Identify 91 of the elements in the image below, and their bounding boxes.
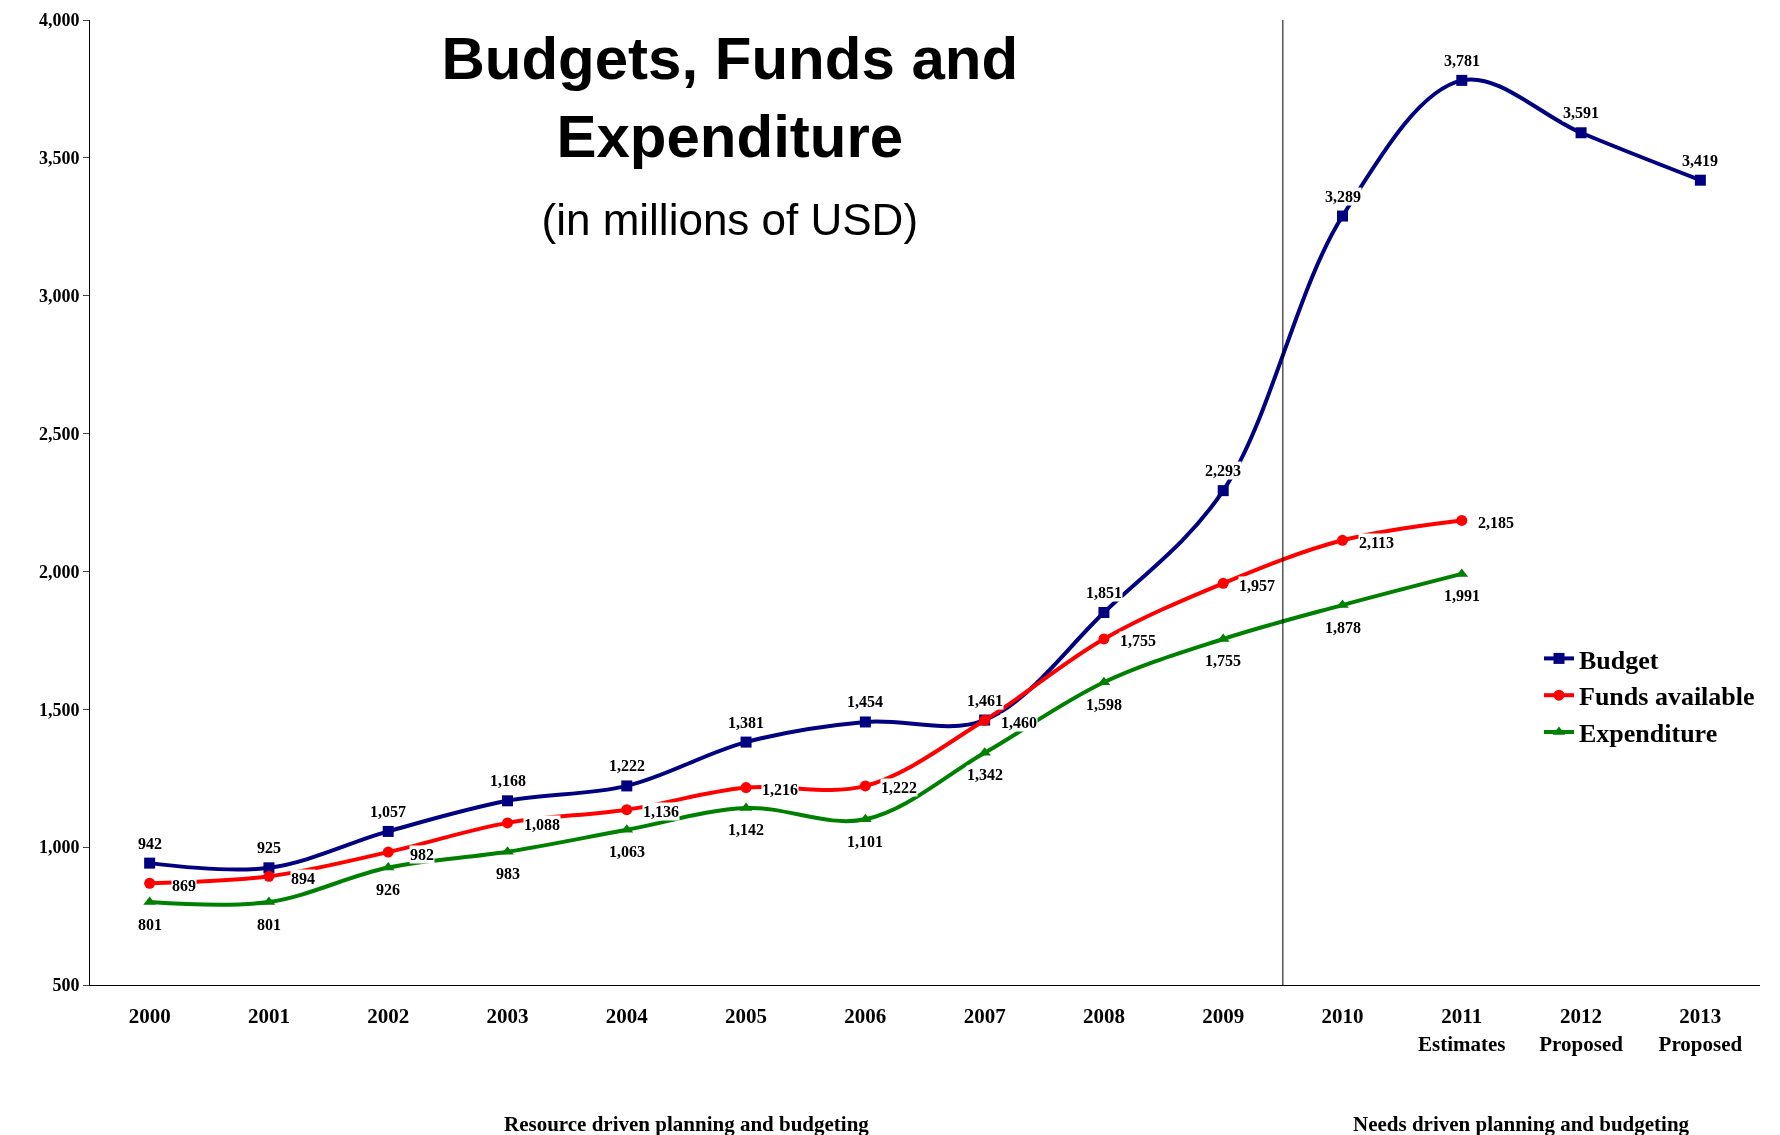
text: Needs driven planning and budgeting (1353, 1112, 1690, 1135)
x-tick-label: 2008 (1082, 1004, 1125, 1029)
point (1456, 74, 1468, 86)
data-label: 869 (172, 877, 196, 894)
data-label: 1,088 (524, 816, 560, 833)
point (1098, 633, 1110, 645)
point (740, 736, 752, 748)
x-tick-label: 2007 (963, 1004, 1006, 1029)
data-label: 1,222 (881, 779, 917, 796)
y-tick-label: 1,500 (38, 699, 80, 720)
point (1575, 127, 1587, 139)
data-label: 1,851 (1086, 584, 1122, 601)
data-label: 1,957 (1239, 577, 1275, 594)
point (1694, 174, 1706, 186)
point (859, 780, 871, 792)
data-label: 1,755 (1205, 652, 1241, 669)
x-tick-label: 2001 (247, 1004, 290, 1029)
data-label: 1,598 (1086, 696, 1122, 713)
x-tick-label: 2006 (844, 1004, 887, 1029)
data-label: 894 (291, 870, 315, 887)
y-tick-label: 4,000 (38, 10, 80, 31)
data-label: 3,781 (1444, 52, 1480, 69)
x-tick-label: 2011 Estimates (1418, 1004, 1506, 1056)
point (621, 780, 633, 792)
point (1337, 210, 1348, 222)
data-label: 3,289 (1325, 188, 1361, 205)
data-label: 801 (257, 916, 281, 933)
data-label: 926 (376, 881, 400, 898)
data-label: 1,381 (728, 714, 764, 731)
data-label: 801 (138, 916, 162, 933)
data-label: 1,991 (1444, 587, 1480, 604)
data-label: 1,136 (643, 803, 679, 820)
y-tick-label: 2,500 (38, 423, 80, 444)
point (382, 825, 394, 837)
point (144, 877, 156, 889)
x-tick-label: 2010 (1321, 1004, 1364, 1029)
text: (in millions of USD) (541, 195, 919, 245)
text: Resource driven planning and budgeting (504, 1112, 870, 1135)
data-label: 1,063 (609, 843, 645, 860)
point (144, 857, 156, 869)
data-label: 1,168 (490, 772, 526, 789)
y-tick-label: 500 (52, 975, 80, 996)
data-label: 1,461 (967, 692, 1003, 709)
data-label: 983 (496, 865, 520, 882)
data-label: 1,454 (847, 693, 883, 710)
data-label: 3,591 (1563, 104, 1599, 121)
point (859, 716, 871, 728)
point (502, 817, 513, 829)
legend-label: Expenditure (1579, 719, 1718, 749)
y-tick-label: 3,000 (38, 286, 80, 307)
x-tick-label: 2013 Proposed (1658, 1004, 1743, 1056)
data-label: 1,342 (967, 766, 1003, 783)
x-tick-label: 2005 (725, 1004, 768, 1029)
point (502, 795, 513, 807)
data-label: 942 (138, 835, 162, 852)
point (1217, 485, 1229, 497)
data-label: 1,101 (847, 833, 883, 850)
y-tick-label: 2,000 (38, 561, 80, 582)
data-label: 1,222 (609, 757, 645, 774)
data-label: 1,878 (1325, 619, 1361, 636)
data-label: 3,419 (1682, 152, 1718, 169)
x-tick-label: 2002 (367, 1004, 410, 1029)
point (263, 870, 275, 882)
data-label: 925 (257, 839, 281, 856)
point (740, 782, 752, 794)
data-label: 1,755 (1120, 632, 1156, 649)
legend-label: Budget (1579, 645, 1659, 675)
data-label: 2,185 (1478, 514, 1514, 531)
data-label: 982 (410, 846, 434, 863)
y-tick-label: 3,500 (38, 148, 80, 169)
point (1456, 514, 1468, 526)
data-label: 2,113 (1359, 534, 1395, 551)
y-tick-label: 1,000 (38, 837, 80, 858)
x-tick-label: 2003 (486, 1004, 529, 1029)
data-label: 2,293 (1205, 462, 1241, 479)
point (621, 804, 633, 816)
x-tick-label: 2012 Proposed (1539, 1004, 1624, 1056)
point (1337, 534, 1348, 546)
data-label: 1,460 (1001, 714, 1037, 731)
data-label: 1,216 (762, 781, 798, 798)
data-label: 1,142 (728, 821, 764, 838)
text: Budgets, Funds and Expenditure (441, 25, 1019, 171)
x-tick-label: 2000 (128, 1004, 171, 1029)
x-tick-label: 2009 (1202, 1004, 1245, 1029)
legend-label: Funds available (1579, 682, 1755, 712)
point (382, 846, 394, 858)
point (1097, 676, 1111, 686)
data-label: 1,057 (370, 803, 406, 820)
point (1098, 607, 1110, 619)
x-tick-label: 2004 (605, 1004, 649, 1029)
point (1217, 577, 1229, 589)
